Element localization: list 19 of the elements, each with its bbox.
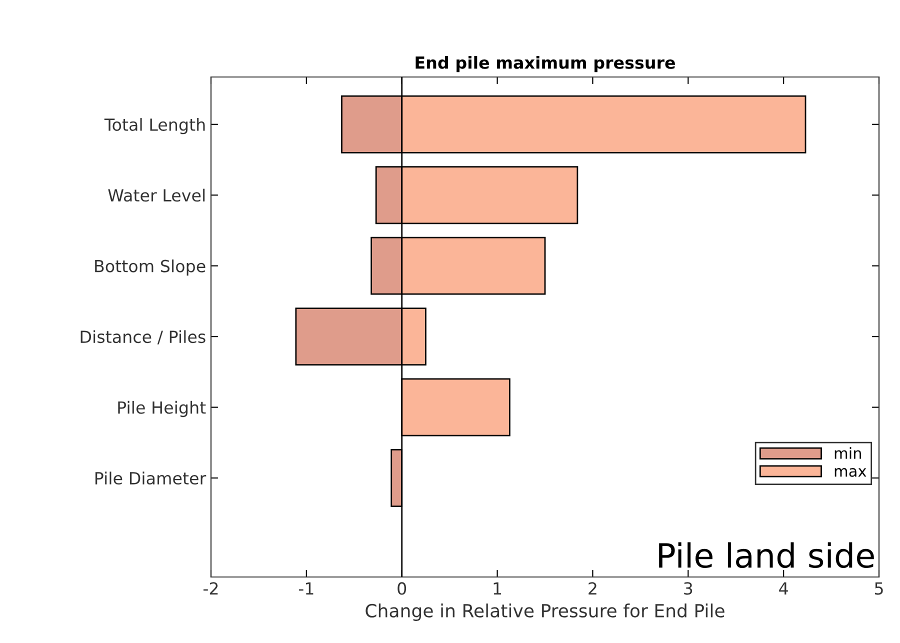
x-tick-label: -1 — [298, 582, 314, 595]
x-tick-label: 4 — [779, 582, 788, 595]
y-tick-label: Water Level — [108, 188, 205, 202]
y-tick-label: Pile Height — [118, 400, 206, 418]
x-tick-label: -2 — [204, 582, 218, 595]
y-tick-label: Distance / Piles — [80, 330, 206, 344]
x-axis-title: Change in Relative Pressure for End Pile — [366, 604, 724, 622]
y-tick-label: Pile Diameter — [95, 472, 206, 485]
annotation: Pile land side — [659, 542, 874, 568]
x-tick-label: 2 — [588, 582, 596, 595]
chart-title: End pile maximum pressure — [416, 56, 675, 72]
x-tick-label: 3 — [684, 582, 692, 595]
y-tick-label: Total Length — [104, 118, 205, 134]
x-tick-label: 0 — [398, 582, 406, 595]
y-tick-label: Bottom Slope — [95, 259, 206, 276]
x-tick-label: 5 — [874, 582, 883, 595]
legend-label: min — [834, 447, 862, 459]
x-tick-label: 1 — [494, 582, 502, 595]
legend-label: max — [834, 468, 866, 477]
